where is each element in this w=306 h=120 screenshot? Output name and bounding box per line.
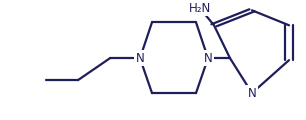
Text: N: N [136,52,144,65]
Text: H₂N: H₂N [189,2,211,15]
Text: N: N [203,52,212,65]
Text: N: N [248,87,256,100]
